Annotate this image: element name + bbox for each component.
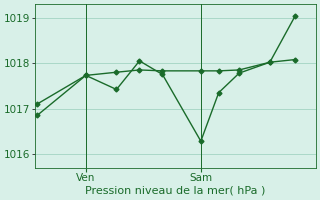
X-axis label: Pression niveau de la mer( hPa ): Pression niveau de la mer( hPa )	[85, 186, 266, 196]
